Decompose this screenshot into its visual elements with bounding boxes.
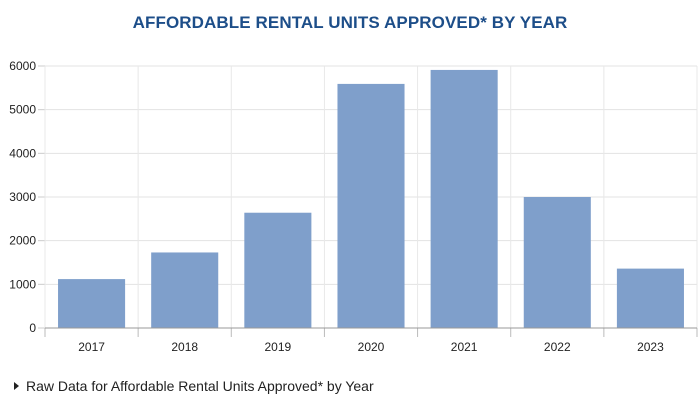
raw-data-label: Raw Data for Affordable Rental Units App… bbox=[26, 378, 374, 394]
bar-2019 bbox=[244, 212, 312, 328]
x-tick-label: 2023 bbox=[637, 340, 664, 354]
y-tick-label: 3000 bbox=[9, 190, 36, 204]
x-tick-label: 2020 bbox=[358, 340, 385, 354]
bar-2018 bbox=[151, 252, 219, 328]
bar-2022 bbox=[523, 197, 591, 328]
y-tick-label: 5000 bbox=[9, 103, 36, 117]
bar-chart: 0 1000 2000 3000 4000 5000 6000 2017 2018 2019 202… bbox=[9, 59, 698, 354]
x-tick-label: 2021 bbox=[451, 340, 478, 354]
caret-right-icon bbox=[14, 382, 19, 390]
x-tick-label: 2022 bbox=[544, 340, 571, 354]
y-tick-label: 1000 bbox=[9, 277, 36, 291]
bar-2023 bbox=[616, 268, 684, 328]
bar-2021 bbox=[430, 69, 498, 329]
bar-2020 bbox=[337, 83, 405, 328]
chart-title: AFFORDABLE RENTAL UNITS APPROVED* BY YEA… bbox=[132, 13, 568, 32]
x-tick-label: 2017 bbox=[78, 340, 105, 354]
bar-2017 bbox=[58, 279, 126, 328]
y-tick-label: 6000 bbox=[9, 59, 36, 73]
raw-data-toggle[interactable]: Raw Data for Affordable Rental Units App… bbox=[14, 378, 374, 394]
x-tick-label: 2018 bbox=[171, 340, 198, 354]
x-tick-label: 2019 bbox=[265, 340, 292, 354]
y-tick-label: 4000 bbox=[9, 146, 36, 160]
y-tick-label: 2000 bbox=[9, 234, 36, 248]
y-tick-label: 0 bbox=[29, 321, 36, 335]
